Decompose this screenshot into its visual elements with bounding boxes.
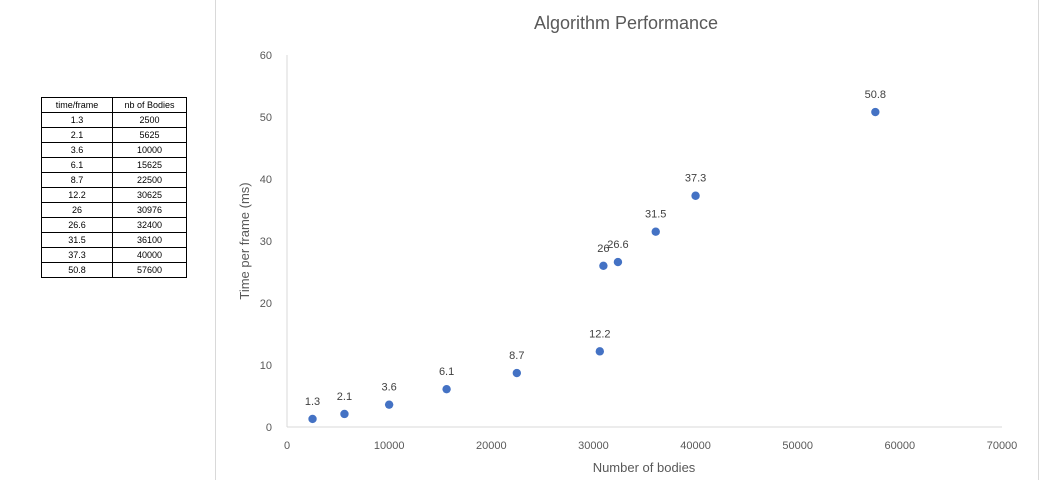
x-tick-label: 10000 — [374, 440, 405, 452]
data-table: time/frame nb of Bodies 1.3 2500 2.1 5625 3.… — [41, 97, 187, 278]
data-point — [308, 414, 317, 424]
data-label: 26.6 — [607, 239, 628, 251]
y-tick-label: 20 — [260, 298, 272, 310]
y-tick-label: 40 — [260, 174, 272, 186]
x-tick-label: 30000 — [578, 440, 609, 452]
y-tick-label: 30 — [260, 236, 272, 248]
table-body: 1.3 2500 2.1 5625 3.6 10000 6.1 15625 8.7 22500 12… — [41, 112, 187, 278]
chart-area — [215, 0, 1039, 480]
data-label: 37.3 — [685, 173, 706, 185]
data-label: 50.8 — [865, 89, 886, 101]
table-row: 1.3 2500 — [41, 112, 187, 128]
data-label: 1.3 — [305, 396, 320, 408]
data-label: 31.5 — [645, 209, 666, 221]
x-tick-label: 50000 — [782, 440, 813, 452]
chart-title: Algorithm Performance — [534, 13, 718, 33]
data-point — [384, 400, 394, 409]
data-point — [871, 107, 880, 117]
table-row: 2.1 5625 — [41, 127, 187, 143]
data-label: 3.6 — [381, 382, 396, 394]
data-point — [651, 227, 660, 236]
data-label: 6.1 — [439, 366, 454, 378]
x-tick-label: 40000 — [680, 440, 711, 452]
cell-nb-bodies: 57600 — [112, 262, 187, 278]
axes — [286, 55, 1002, 428]
table-row: 31.5 36100 — [41, 232, 187, 248]
y-tick-label: 50 — [260, 112, 272, 124]
x-tick-label: 0 — [284, 440, 290, 452]
x-axis-label: Number of bodies — [593, 460, 696, 475]
x-tick-label: 60000 — [885, 440, 916, 452]
data-point — [613, 257, 623, 267]
table-row: 50.8 57600 — [41, 262, 187, 278]
y-tick-label: 0 — [266, 422, 272, 434]
y-tick-labels: 0 10 20 30 40 50 60 — [260, 50, 272, 434]
x-tick-label: 70000 — [987, 440, 1018, 452]
x-tick-labels: 0 10000 20000 30000 40000 50000 60000 70000 — [284, 440, 1017, 452]
data-point — [512, 368, 522, 378]
data-points — [308, 107, 880, 424]
data-label: 8.7 — [509, 350, 524, 362]
table-row: 3.6 10000 — [41, 142, 187, 158]
data-label: 26 — [597, 243, 609, 255]
y-tick-label: 60 — [260, 50, 272, 62]
y-axis-label: Time per frame (ms) — [237, 182, 252, 299]
data-point — [691, 191, 700, 200]
data-label: 12.2 — [589, 328, 610, 340]
data-label: 2.1 — [337, 391, 352, 403]
y-tick-label: 10 — [260, 360, 272, 372]
data-point — [599, 261, 608, 270]
data-point — [595, 347, 605, 356]
table-row: 26.6 32400 — [41, 217, 187, 233]
table-row: 12.2 30625 — [41, 187, 187, 203]
x-tick-label: 20000 — [476, 440, 507, 452]
data-point — [340, 409, 349, 419]
data-point — [442, 384, 451, 394]
